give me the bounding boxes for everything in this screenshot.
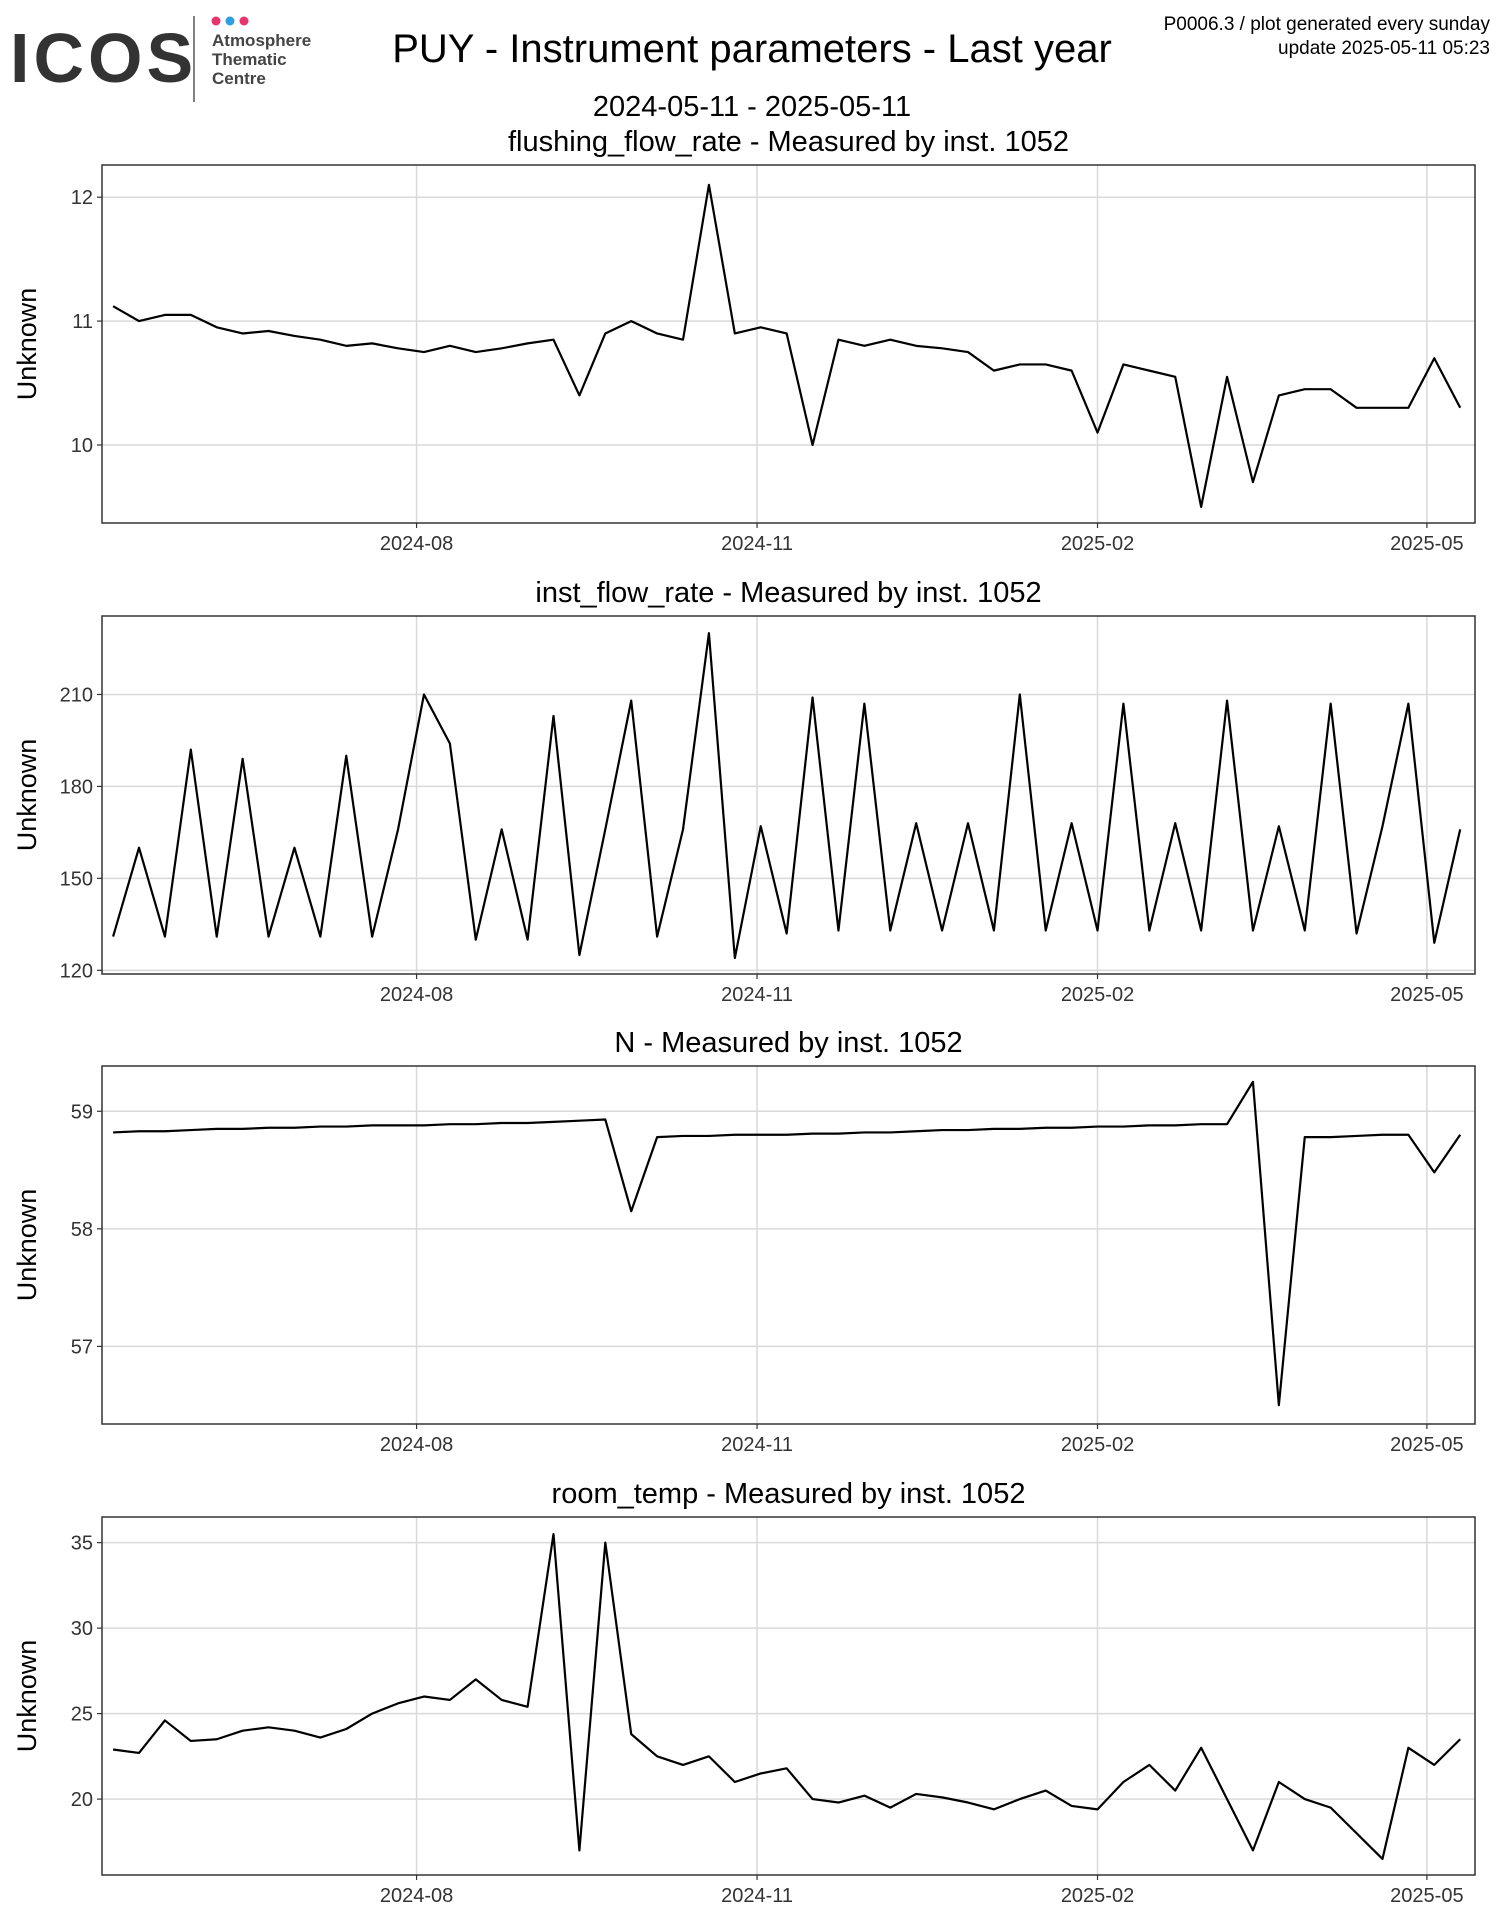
y-tick-label: 210	[60, 684, 93, 706]
x-tick-label: 2024-08	[380, 533, 453, 555]
x-tick-label: 2025-05	[1390, 984, 1463, 1006]
panel-title: flushing_flow_rate - Measured by inst. 1…	[508, 126, 1069, 158]
y-tick-label: 25	[71, 1704, 93, 1726]
x-tick-label: 2025-05	[1390, 1434, 1463, 1456]
plot-area	[102, 1517, 1475, 1875]
data-line	[112, 632, 1462, 960]
x-tick-label: 2025-02	[1061, 984, 1134, 1006]
y-tick-label: 10	[71, 435, 93, 457]
y-tick-label: 30	[71, 1618, 93, 1640]
x-tick-label: 2025-02	[1061, 1434, 1134, 1456]
x-tick-label: 2024-11	[721, 1434, 793, 1456]
x-tick-label: 2025-02	[1061, 1885, 1134, 1907]
y-axis-label: Unknown	[12, 1640, 42, 1753]
panel-title: room_temp - Measured by inst. 1052	[552, 1478, 1026, 1510]
x-tick-label: 2025-05	[1390, 533, 1463, 555]
plot-border	[101, 1065, 1476, 1425]
data-line	[112, 183, 1462, 508]
y-axis-label: Unknown	[12, 739, 42, 852]
note: P0006.3 / plot generated every sunday	[1164, 14, 1491, 35]
logo-text: Thematic	[212, 50, 287, 69]
y-tick-label: 150	[60, 868, 93, 890]
y-axis-label: Unknown	[12, 288, 42, 401]
logo-text: Atmosphere	[212, 31, 311, 50]
logo: ICOS	[10, 19, 197, 97]
update: update 2025-05-11 05:23	[1278, 38, 1490, 59]
y-tick-label: 180	[60, 776, 93, 798]
subtitle: 2024-05-11 - 2025-05-11	[593, 91, 911, 123]
x-tick-label: 2024-11	[721, 533, 793, 555]
logo-dot	[211, 16, 221, 26]
panel-title: inst_flow_rate - Measured by inst. 1052	[535, 577, 1041, 609]
plot-area	[102, 1066, 1475, 1424]
plot-border	[101, 1516, 1476, 1876]
title: PUY - Instrument parameters - Last year	[392, 27, 1112, 71]
y-tick-label: 57	[71, 1336, 93, 1358]
x-tick-label: 2024-08	[380, 1885, 453, 1907]
y-axis-label: Unknown	[12, 1189, 42, 1302]
y-tick-label: 11	[72, 311, 93, 333]
y-tick-label: 20	[71, 1789, 93, 1811]
x-tick-label: 2025-05	[1390, 1885, 1463, 1907]
logo-dot	[239, 16, 249, 26]
y-tick-label: 35	[71, 1533, 93, 1555]
logo-dot	[225, 16, 235, 26]
x-tick-label: 2024-11	[721, 1885, 793, 1907]
panel-title: N - Measured by inst. 1052	[614, 1027, 962, 1059]
x-tick-label: 2024-11	[721, 984, 793, 1006]
x-tick-label: 2025-02	[1061, 533, 1134, 555]
y-tick-label: 12	[71, 187, 93, 209]
y-tick-label: 120	[60, 960, 93, 982]
data-line	[112, 1533, 1461, 1861]
x-tick-label: 2024-08	[380, 1434, 453, 1456]
x-tick-label: 2024-08	[380, 984, 453, 1006]
data-line	[113, 1080, 1462, 1407]
logo-text: Centre	[212, 69, 266, 88]
plot-border	[101, 164, 1476, 524]
plot-border	[101, 615, 1476, 975]
y-tick-label: 59	[71, 1101, 93, 1123]
y-tick-label: 58	[71, 1219, 93, 1241]
